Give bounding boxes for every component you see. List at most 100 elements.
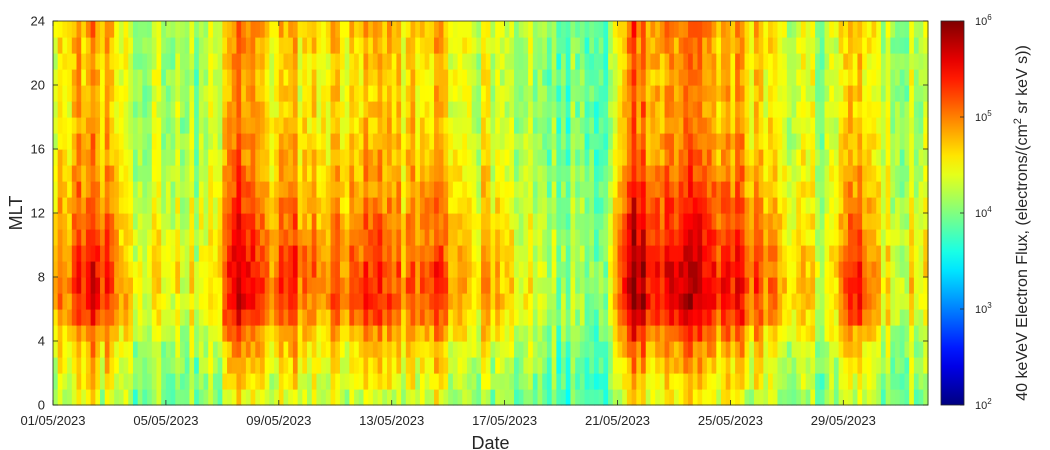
heatmap-cell (523, 85, 529, 102)
heatmap-cell (589, 149, 595, 166)
heatmap-cell (471, 229, 477, 246)
heatmap-cell (283, 101, 289, 118)
heatmap-cell (786, 277, 793, 294)
heatmap-cell (725, 37, 732, 54)
heatmap-cell (424, 37, 430, 54)
heatmap-cell (725, 21, 732, 38)
heatmap-cell (777, 101, 783, 118)
heatmap-cell (156, 37, 162, 54)
heatmap-cell (278, 149, 285, 166)
heatmap-cell (212, 165, 219, 182)
heatmap-cell (866, 373, 873, 390)
heatmap-cell (151, 389, 158, 406)
heatmap-cell (631, 133, 637, 150)
heatmap-cell (899, 213, 906, 230)
heatmap-cell (730, 85, 736, 102)
heatmap-cell (372, 293, 379, 310)
heatmap-cell (382, 37, 388, 54)
heatmap-cell (203, 165, 209, 182)
heatmap-cell (457, 133, 463, 150)
heatmap-cell (763, 229, 769, 246)
heatmap-cell (62, 85, 68, 102)
heatmap-cell (669, 37, 675, 54)
heatmap-cell (871, 245, 877, 262)
heatmap-cell (570, 149, 576, 166)
heatmap-cell (909, 117, 915, 134)
heatmap-cell (833, 133, 840, 150)
heatmap-cell (165, 165, 172, 182)
heatmap-cell (321, 357, 327, 374)
heatmap-cell (876, 325, 882, 342)
heatmap-cell (349, 341, 355, 358)
heatmap-cell (62, 341, 68, 358)
heatmap-cell (753, 293, 760, 310)
heatmap-cell (918, 277, 924, 294)
heatmap-cell (288, 37, 294, 54)
heatmap-cell (387, 37, 393, 54)
heatmap-cell (330, 293, 336, 310)
heatmap-cell (753, 213, 760, 230)
heatmap-cell (95, 181, 101, 198)
heatmap-cell (509, 53, 515, 70)
heatmap-cell (782, 21, 788, 38)
heatmap-cell (297, 373, 303, 390)
heatmap-cell (354, 197, 360, 214)
heatmap-cell (165, 373, 172, 390)
heatmap-cell (546, 53, 553, 70)
heatmap-cell (415, 245, 421, 262)
heatmap-cell (264, 117, 270, 134)
heatmap-cell (212, 117, 219, 134)
heatmap-cell (758, 53, 764, 70)
heatmap-cell (721, 325, 727, 342)
heatmap-cell (617, 229, 623, 246)
heatmap-cell (735, 197, 741, 214)
heatmap-cell (118, 181, 125, 198)
heatmap-cell (344, 277, 350, 294)
heatmap-cell (128, 245, 134, 262)
heatmap-cell (457, 117, 463, 134)
heatmap-cell (415, 85, 421, 102)
heatmap-cell (269, 37, 275, 54)
heatmap-cell (114, 341, 120, 358)
heatmap-cell (833, 245, 840, 262)
heatmap-cell (528, 37, 534, 54)
heatmap-cell (608, 53, 614, 70)
heatmap-cell (810, 133, 816, 150)
heatmap-cell (142, 229, 148, 246)
heatmap-cell (669, 341, 675, 358)
heatmap-cell (363, 261, 369, 278)
heatmap-cell (829, 133, 835, 150)
heatmap-cell (702, 373, 708, 390)
heatmap-cell (335, 229, 341, 246)
heatmap-cell (283, 197, 289, 214)
heatmap-cell (419, 213, 426, 230)
heatmap-cell (909, 149, 915, 166)
heatmap-cell (165, 101, 172, 118)
heatmap-cell (514, 341, 520, 358)
heatmap-cell (217, 53, 223, 70)
heatmap-cell (462, 133, 468, 150)
heatmap-cell (805, 117, 811, 134)
heatmap-cell (128, 117, 134, 134)
heatmap-cell (678, 69, 684, 86)
heatmap-cell (132, 245, 139, 262)
heatmap-cell (800, 117, 807, 134)
heatmap-cell (551, 277, 557, 294)
heatmap-cell (339, 21, 346, 38)
heatmap-cell (241, 261, 247, 278)
heatmap-cell (542, 117, 548, 134)
heatmap-cell (85, 37, 92, 54)
heatmap-cell (692, 309, 699, 326)
heatmap-cell (815, 133, 821, 150)
heatmap-cell (725, 213, 732, 230)
heatmap-cell (866, 53, 873, 70)
heatmap-cell (584, 389, 590, 406)
heatmap-cell (584, 373, 590, 390)
heatmap-cell (862, 165, 868, 182)
heatmap-cell (184, 53, 191, 70)
heatmap-cell (452, 197, 459, 214)
heatmap-cell (593, 341, 600, 358)
heatmap-cell (184, 149, 191, 166)
heatmap-cell (598, 261, 604, 278)
colorbar-label-main: 40 keVeV Electron Flux, (electrons/(cm (1014, 124, 1031, 401)
